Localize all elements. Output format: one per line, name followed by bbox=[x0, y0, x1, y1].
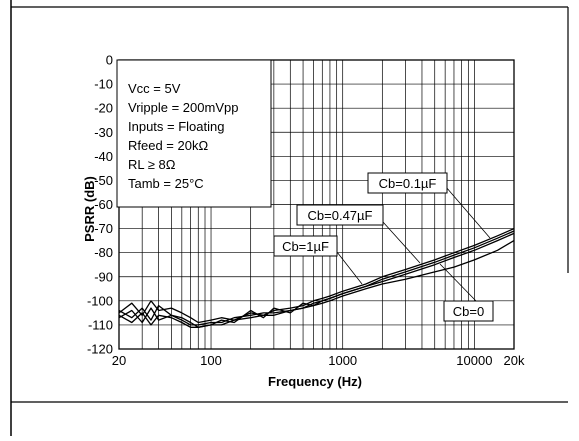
x-tick-label: 20 bbox=[112, 353, 126, 368]
x-tick-label: 10000 bbox=[456, 353, 492, 368]
y-tick-label: -50 bbox=[94, 173, 113, 188]
y-tick-label: -70 bbox=[94, 221, 113, 236]
label-box-cb0 bbox=[443, 300, 494, 322]
series-line-2 bbox=[118, 232, 515, 328]
leader-cb0 bbox=[439, 263, 478, 303]
y-tick-label: -100 bbox=[87, 293, 113, 308]
condition-rfeed: Rfeed = 20kΩ bbox=[128, 138, 208, 153]
x-tick-label: 100 bbox=[200, 353, 222, 368]
series-line-0 bbox=[118, 228, 515, 324]
y-tick-label: -30 bbox=[94, 125, 113, 140]
condition-rl: RL ≥ 8Ω bbox=[128, 157, 176, 172]
y-tick-label: -40 bbox=[94, 149, 113, 164]
y-axis-title: PSRR (dB) bbox=[82, 176, 97, 242]
condition-tamb: Tamb = 25°C bbox=[128, 176, 204, 191]
leader-cb1 bbox=[336, 251, 363, 285]
label-box-cb1 bbox=[273, 235, 338, 257]
series-lines bbox=[118, 228, 515, 328]
label-box-cb01 bbox=[367, 172, 448, 194]
y-tick-label: -60 bbox=[94, 197, 113, 212]
y-tick-label: -20 bbox=[94, 101, 113, 116]
condition-inputs: Inputs = Floating bbox=[128, 119, 224, 134]
tick-labels: 0 -10 -20 -30 -40 -50 -60 -70 -80 -90 -100 -110 -120… bbox=[87, 53, 525, 369]
y-tick-label: -90 bbox=[94, 269, 113, 284]
y-tick-label: 0 bbox=[106, 53, 113, 68]
label-cb01: Cb=0.1µF bbox=[379, 176, 437, 191]
series-line-3 bbox=[118, 240, 515, 328]
x-tick-label: 20k bbox=[504, 353, 525, 368]
conditions-box-border bbox=[116, 59, 272, 208]
condition-vcc: Vcc = 5V bbox=[128, 81, 181, 96]
label-cb047: Cb=0.47µF bbox=[308, 208, 373, 223]
y-tick-label: -110 bbox=[88, 317, 113, 332]
label-box-cb047 bbox=[296, 204, 384, 226]
condition-vripple: Vripple = 200mVpp bbox=[128, 100, 238, 115]
x-axis-title: Frequency (Hz) bbox=[268, 374, 362, 389]
x-tick-label: 1000 bbox=[328, 353, 357, 368]
y-tick-label: -80 bbox=[94, 245, 113, 260]
conditions-box: Vcc = 5V Vripple = 200mVpp Inputs = Floa… bbox=[116, 59, 272, 208]
label-cb1: Cb=1µF bbox=[282, 239, 329, 254]
leader-cb01 bbox=[445, 186, 491, 239]
leader-cb047 bbox=[382, 221, 421, 264]
y-tick-label: -10 bbox=[94, 77, 113, 92]
y-tick-label: -120 bbox=[87, 342, 113, 357]
series-labels: Cb=0.1µF Cb=0.47µF Cb=1µF Cb=0 bbox=[273, 172, 494, 322]
label-cb0: Cb=0 bbox=[453, 304, 484, 319]
